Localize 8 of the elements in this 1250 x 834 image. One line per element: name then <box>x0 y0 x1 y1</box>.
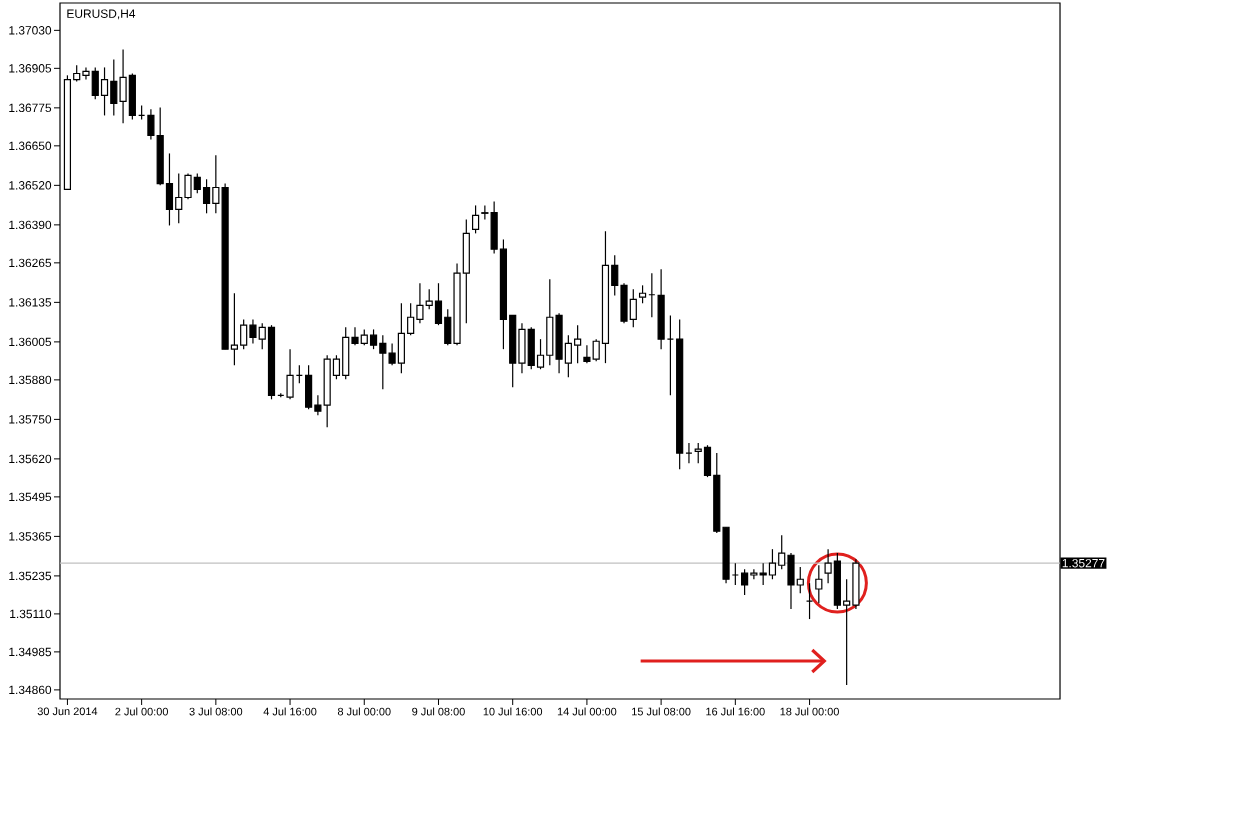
candlestick <box>369 328 378 350</box>
candlestick <box>286 348 294 400</box>
candlestick <box>471 204 480 234</box>
candlestick <box>768 548 777 580</box>
candlestick <box>815 564 823 604</box>
candlestick <box>657 268 665 350</box>
candlestick <box>100 66 109 117</box>
candlestick <box>202 178 211 214</box>
